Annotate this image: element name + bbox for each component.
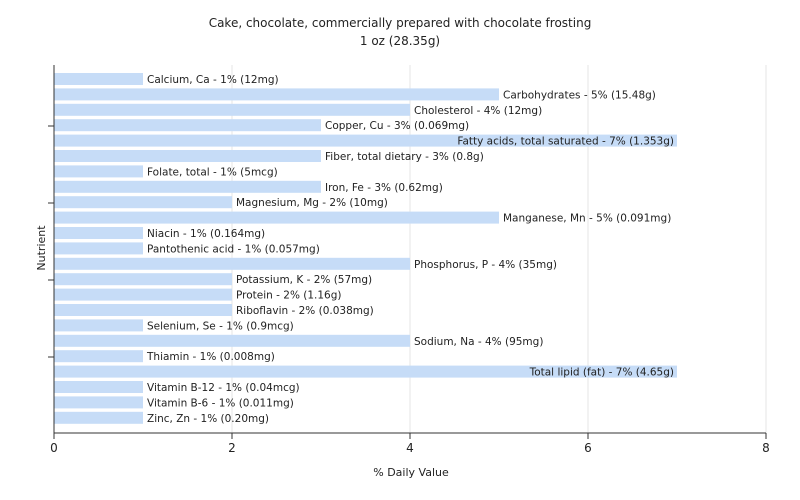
bar-7: [54, 180, 321, 193]
bar-8: [54, 196, 232, 209]
bar-5: [54, 150, 321, 162]
x-tick-label-6: 6: [584, 441, 592, 455]
x-tick-label-2: 2: [228, 441, 236, 455]
bar-20: [54, 381, 143, 393]
bar-label-14: Protein - 2% (1.16g): [236, 290, 342, 302]
chart-subtitle: 1 oz (28.35g): [360, 34, 440, 48]
bar-14: [54, 288, 232, 301]
bar-label-15: Riboflavin - 2% (0.038mg): [236, 305, 374, 317]
bar-19: [54, 365, 677, 378]
bar-label-8: Magnesium, Mg - 2% (10mg): [236, 197, 388, 209]
bar-label-19: Total lipid (fat) - 7% (4.65g): [529, 367, 674, 379]
bar-12: [54, 257, 410, 270]
bar-17: [54, 334, 410, 347]
bar-1: [54, 88, 499, 101]
bar-6: [54, 165, 143, 178]
bar-22: [54, 411, 143, 424]
bar-0: [54, 73, 143, 85]
bar-18: [54, 350, 143, 363]
bar-label-18: Thiamin - 1% (0.008mg): [146, 351, 275, 363]
chart-title: Cake, chocolate, commercially prepared w…: [209, 16, 592, 30]
bar-9: [54, 211, 499, 224]
bar-label-6: Folate, total - 1% (5mcg): [147, 166, 278, 178]
bar-3: [54, 119, 321, 132]
bar-label-20: Vitamin B-12 - 1% (0.04mcg): [147, 382, 300, 394]
bar-label-2: Cholesterol - 4% (12mg): [414, 105, 542, 117]
bars: Calcium, Ca - 1% (12mg) Carbohydrates - 5…: [54, 73, 677, 425]
bar-label-3: Copper, Cu - 3% (0.069mg): [325, 120, 469, 132]
bar-label-22: Zinc, Zn - 1% (0.20mg): [147, 413, 269, 425]
bar-label-13: Potassium, K - 2% (57mg): [236, 274, 372, 286]
bar-label-4: Fatty acids, total saturated - 7% (1.353…: [457, 136, 674, 148]
x-tick-label-0: 0: [50, 441, 58, 455]
bar-label-21: Vitamin B-6 - 1% (0.011mg): [147, 397, 294, 409]
bar-label-11: Pantothenic acid - 1% (0.057mg): [147, 243, 320, 255]
bar-label-7: Iron, Fe - 3% (0.62mg): [325, 182, 443, 194]
bar-16: [54, 319, 143, 332]
bar-11: [54, 242, 143, 255]
x-axis-label: % Daily Value: [373, 466, 449, 479]
bar-label-10: Niacin - 1% (0.164mg): [147, 228, 265, 240]
bar-label-9: Manganese, Mn - 5% (0.091mg): [503, 213, 671, 225]
bar-21: [54, 396, 143, 409]
y-axis-label: Nutrient: [35, 225, 48, 271]
bar-10: [54, 227, 143, 239]
bar-2: [54, 103, 410, 116]
bar-label-1: Carbohydrates - 5% (15.48g): [503, 89, 656, 101]
bar-label-12: Phosphorus, P - 4% (35mg): [414, 259, 557, 271]
bar-label-16: Selenium, Se - 1% (0.9mcg): [147, 320, 294, 332]
bar-label-0: Calcium, Ca - 1% (12mg): [147, 74, 279, 86]
x-tick-label-8: 8: [762, 441, 770, 455]
axes: 0 2 4 6 8: [48, 65, 770, 455]
bar-4: [54, 134, 677, 147]
bar-15: [54, 304, 232, 316]
x-tick-label-4: 4: [406, 441, 414, 455]
bar-label-5: Fiber, total dietary - 3% (0.8g): [325, 151, 484, 163]
bar-13: [54, 273, 232, 286]
bar-label-17: Sodium, Na - 4% (95mg): [414, 336, 543, 348]
